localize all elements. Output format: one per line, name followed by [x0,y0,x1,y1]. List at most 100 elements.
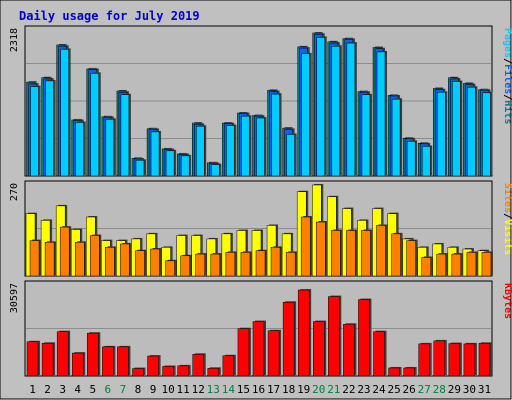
legend-entry-kbytes: KBytes [502,283,512,319]
bar-kbytes-day-14 [222,355,235,377]
x-axis-tick-labels: 1 2 3 4 5 6 7 8 9 10 11 12 13 14 15 16 17 18 19 20 21 22 23 24 2… [29,383,491,396]
x-tick-label-day-1: 1 [29,383,36,396]
bar-pages-day-7 [120,94,130,177]
bar-kbytes-day-12 [192,354,204,377]
legend-kbytes: KBytes [502,283,512,319]
bar-sites-day-19 [300,216,311,277]
bar-sites-day-24 [376,225,386,277]
bar-sites-day-18 [285,252,296,277]
bar-sites-day-5 [90,235,100,277]
bar-kbytes-day-9 [147,355,159,377]
bar-sites-day-12 [195,253,205,277]
panel-hits: 2318 Pages/Files/Hits [9,25,512,177]
bar-sites-day-1 [29,240,40,277]
bar-sites-day-6 [105,247,115,277]
bar-pages-day-28 [437,91,446,177]
bar-sites-day-10 [165,260,175,277]
bar-kbytes-day-16 [252,321,265,377]
bar-kbytes-day-13 [207,368,220,377]
bar-sites-day-11 [180,255,190,277]
bar-kbytes-day-23 [358,299,370,377]
x-tick-label-day-7: 7 [120,383,127,396]
legend-entry-pages: Pages [502,28,512,58]
panel-visits: 270 Sites/Visits [9,180,512,277]
x-tick-label-day-14: 14 [222,383,236,396]
x-tick-label-day-2: 2 [44,383,51,396]
bar-sites-day-20 [316,221,326,277]
bar-pages-day-13 [211,164,220,177]
bar-pages-day-16 [256,117,265,177]
legend-entry-files: Files [502,64,512,94]
bar-kbytes-day-11 [177,365,189,377]
y-max-label-visits: 270 [9,183,20,201]
x-tick-label-day-16: 16 [252,383,265,396]
x-tick-label-day-28: 28 [433,383,446,396]
bar-pages-day-19 [301,53,310,177]
x-tick-label-day-4: 4 [74,383,81,396]
bar-sites-day-21 [331,230,341,277]
bar-pages-day-3 [60,49,69,177]
bar-kbytes-day-20 [313,321,325,377]
bar-pages-day-9 [150,131,160,177]
bar-pages-day-23 [361,94,371,177]
x-tick-label-day-11: 11 [177,383,190,396]
bar-sites-day-9 [150,248,160,277]
bar-kbytes-day-31 [478,343,491,377]
bar-pages-day-1 [30,86,39,177]
bar-sites-day-26 [406,240,416,277]
bar-kbytes-day-1 [26,341,39,377]
x-tick-label-day-30: 30 [463,383,476,396]
bar-sites-day-4 [74,242,85,277]
bar-kbytes-day-28 [433,340,446,377]
chart-panels: 2318 Pages/Files/Hits 270 Sites/Visits 30597… [9,25,512,377]
x-tick-label-day-8: 8 [135,383,142,396]
bar-sites-day-14 [225,252,236,277]
legend-visits: Sites/Visits [502,183,512,255]
bar-sites-day-15 [240,252,251,277]
bar-kbytes-day-19 [297,289,310,377]
bar-pages-day-4 [75,122,84,177]
bar-pages-day-30 [467,86,476,177]
bar-kbytes-day-27 [418,343,430,377]
x-tick-label-day-23: 23 [357,383,370,396]
bar-kbytes-day-21 [328,296,340,377]
x-tick-label-day-17: 17 [267,383,280,396]
bar-sites-day-13 [210,253,221,277]
legend-separator: / [502,58,512,64]
bar-pages-day-20 [316,37,326,177]
legend-separator: / [502,94,512,100]
bar-kbytes-day-25 [388,367,400,377]
x-tick-label-day-27: 27 [418,383,431,396]
x-tick-label-day-31: 31 [478,383,491,396]
bar-sites-day-31 [481,252,492,277]
x-tick-label-day-18: 18 [282,383,295,396]
bar-sites-day-30 [466,252,477,277]
bar-pages-day-5 [90,73,100,177]
bar-kbytes-day-17 [267,330,280,377]
x-tick-label-day-25: 25 [387,383,400,396]
panel-kbytes: 30597 KBytes [9,280,512,377]
x-tick-label-day-22: 22 [342,383,355,396]
bar-pages-day-12 [195,125,205,177]
x-tick-label-day-5: 5 [89,383,96,396]
bar-sites-day-8 [135,250,145,277]
bar-kbytes-day-26 [403,367,415,377]
bar-kbytes-day-30 [463,343,476,377]
bar-sites-day-27 [421,257,431,277]
bar-kbytes-day-8 [132,368,144,377]
bar-sites-day-29 [451,253,462,277]
bar-kbytes-day-15 [237,328,250,377]
bar-pages-day-25 [391,98,401,177]
legend-entry-visits: Visits [502,219,512,255]
x-tick-label-day-15: 15 [237,383,250,396]
bar-pages-day-18 [286,134,295,177]
bar-sites-day-22 [346,230,356,277]
x-tick-label-day-21: 21 [327,383,340,396]
x-tick-label-day-20: 20 [312,383,325,396]
legend-separator: / [502,213,512,219]
bar-pages-day-24 [376,51,386,177]
bar-kbytes-day-10 [162,366,174,377]
bar-kbytes-day-3 [56,331,69,377]
bar-sites-day-23 [361,230,371,277]
